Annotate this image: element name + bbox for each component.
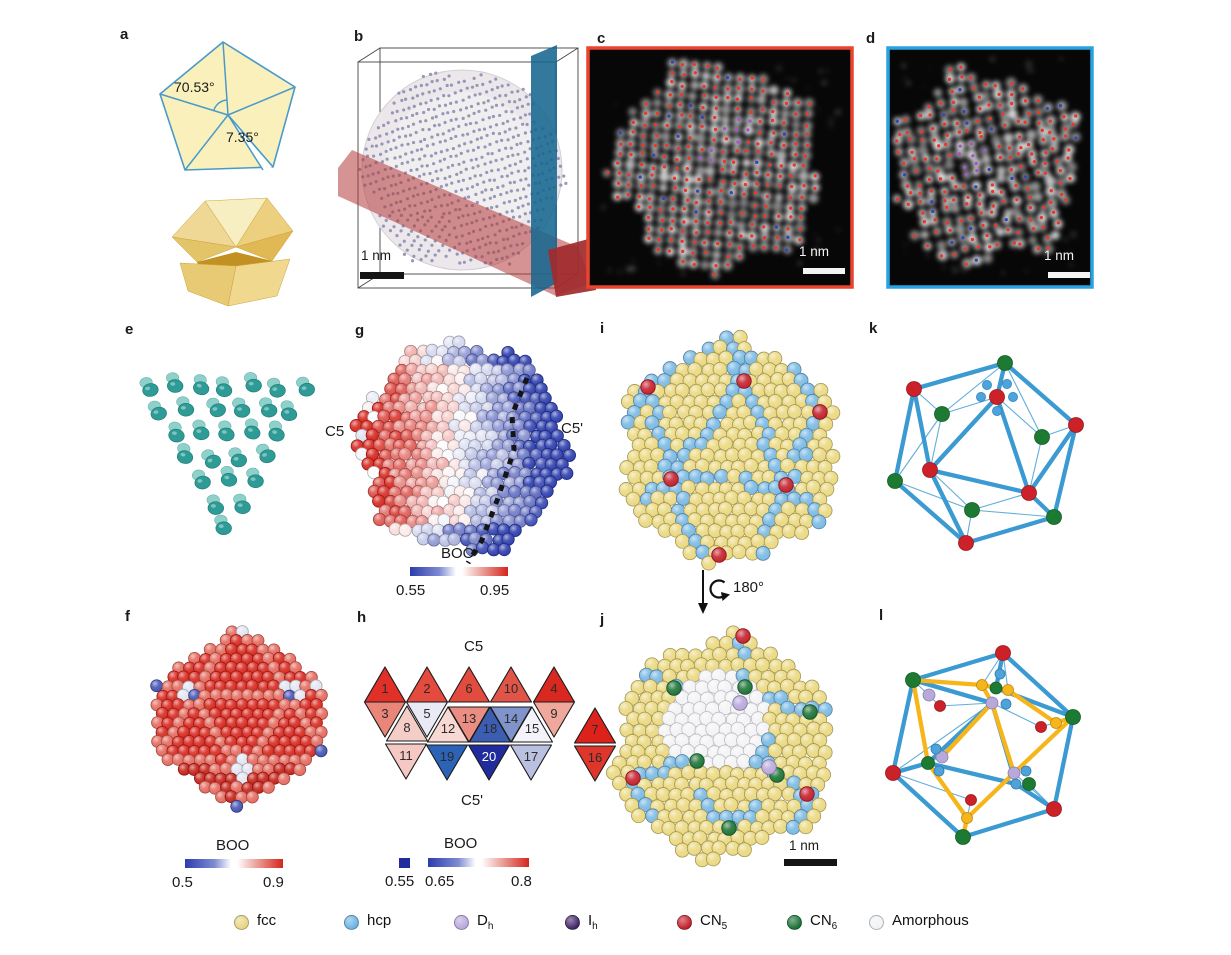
legend-item-fcc: fcc bbox=[234, 912, 276, 932]
legend-item-amorphous: Amorphous bbox=[869, 912, 969, 932]
colorbar-f-title: BOO bbox=[216, 837, 250, 854]
hcp-color-dot bbox=[344, 914, 359, 930]
net-c5-prime-label: C5' bbox=[461, 792, 484, 809]
cn5-color-dot bbox=[677, 914, 692, 930]
panel-b-tomogram bbox=[338, 45, 596, 297]
colorbar-h bbox=[428, 858, 529, 867]
amorphous-color-dot bbox=[869, 914, 884, 930]
svg-text:3: 3 bbox=[381, 706, 388, 721]
colorbar-h-min: 0.65 bbox=[425, 873, 455, 890]
legend-dh-label: D bbox=[477, 912, 488, 929]
panel-d-label: d bbox=[866, 30, 876, 47]
panel-d-micrograph bbox=[886, 46, 1094, 289]
panel-a-label: a bbox=[120, 26, 129, 43]
panel-c-micrograph bbox=[586, 46, 854, 289]
panel-c-label: c bbox=[597, 30, 606, 47]
svg-text:19: 19 bbox=[440, 749, 454, 764]
legend-item-dh: Dh bbox=[454, 912, 493, 932]
svg-text:17: 17 bbox=[524, 749, 538, 764]
legend-cn5-label: CN bbox=[700, 912, 722, 929]
rotation-annotation bbox=[698, 570, 730, 614]
svg-text:10: 10 bbox=[504, 681, 518, 696]
colorbar-f bbox=[185, 859, 283, 868]
scalebar-d-label: 1 nm bbox=[1044, 248, 1075, 263]
legend-hcp-label: hcp bbox=[367, 912, 392, 929]
colorbar-f-min: 0.5 bbox=[172, 874, 193, 891]
panel-f-label: f bbox=[125, 608, 130, 625]
panel-b-label: b bbox=[354, 28, 364, 45]
legend-amorphous-label: Amorphous bbox=[892, 912, 969, 929]
svg-text:8: 8 bbox=[403, 720, 410, 735]
panel-k-vertex-graph bbox=[887, 355, 1084, 551]
svg-text:7: 7 bbox=[591, 722, 598, 737]
colorbar-g-min: 0.55 bbox=[396, 582, 426, 599]
axis-c5-prime-label: C5' bbox=[561, 420, 584, 437]
pentagon-angle-large: 70.53° bbox=[174, 79, 215, 95]
net-c5-label: C5 bbox=[464, 638, 484, 655]
colorbar-g bbox=[410, 567, 508, 576]
panel-k-label: k bbox=[869, 320, 878, 337]
colorbar-h-max: 0.8 bbox=[511, 873, 532, 890]
svg-text:9: 9 bbox=[550, 706, 557, 721]
panel-f-ideal-icosahedron bbox=[150, 625, 328, 813]
svg-text:6: 6 bbox=[465, 681, 472, 696]
scalebar-d bbox=[1048, 272, 1090, 278]
colorbar-h-title: BOO bbox=[444, 835, 478, 852]
scalebar-b-label: 1 nm bbox=[361, 248, 392, 263]
svg-text:2: 2 bbox=[423, 681, 430, 696]
panel-l-vertex-graph bbox=[885, 645, 1081, 845]
ih-color-dot bbox=[565, 914, 580, 930]
panel-g-boo-particle bbox=[349, 335, 576, 565]
legend-fcc-label: fcc bbox=[257, 912, 277, 929]
legend-item-hcp: hcp bbox=[344, 912, 391, 932]
pentagon-angle-small: 7.35° bbox=[226, 129, 259, 145]
colorbar-g-max: 0.95 bbox=[480, 582, 510, 599]
legend-ih-label: I bbox=[588, 912, 593, 929]
panel-e-density-blobs bbox=[139, 372, 315, 536]
svg-text:1: 1 bbox=[381, 681, 388, 696]
svg-text:5: 5 bbox=[423, 706, 430, 721]
svg-text:4: 4 bbox=[550, 681, 557, 696]
panel-j-label: j bbox=[600, 611, 605, 628]
panel-l-label: l bbox=[879, 607, 884, 624]
panel-h-label: h bbox=[357, 609, 367, 626]
panel-g-label: g bbox=[355, 322, 365, 339]
svg-text:12: 12 bbox=[441, 721, 455, 736]
rotation-angle-label: 180° bbox=[733, 579, 765, 596]
legend-cn6-label: CN bbox=[810, 912, 832, 929]
legend-item-cn5: CN5 bbox=[677, 912, 727, 932]
colorbar-f-max: 0.9 bbox=[263, 874, 284, 891]
panel-a-pentagon-diagram bbox=[159, 41, 296, 171]
scalebar-b bbox=[360, 272, 404, 279]
svg-text:14: 14 bbox=[504, 711, 518, 726]
svg-text:11: 11 bbox=[399, 748, 413, 763]
scalebar-c bbox=[803, 268, 845, 274]
legend-item-ih: Ih bbox=[565, 912, 598, 932]
scalebar-j-label: 1 nm bbox=[789, 838, 820, 853]
panel-e-label: e bbox=[125, 321, 134, 338]
scalebar-j bbox=[784, 859, 837, 866]
cn6-color-dot bbox=[787, 914, 802, 930]
svg-text:18: 18 bbox=[483, 721, 497, 736]
legend-item-cn6: CN6 bbox=[787, 912, 837, 932]
colorbar-h-outlier: 0.55 bbox=[385, 873, 415, 890]
fcc-color-dot bbox=[234, 914, 249, 930]
panel-i-phase-particle bbox=[618, 329, 841, 571]
svg-text:15: 15 bbox=[525, 721, 539, 736]
svg-text:13: 13 bbox=[462, 711, 476, 726]
svg-text:16: 16 bbox=[588, 750, 602, 765]
colorbar-h-outlier-swatch bbox=[399, 858, 410, 868]
axis-c5-label: C5 bbox=[325, 423, 345, 440]
colorbar-g-title: BOO bbox=[441, 545, 475, 562]
panel-a-gold-solid bbox=[171, 197, 294, 307]
panel-i-label: i bbox=[600, 320, 605, 337]
scalebar-c-label: 1 nm bbox=[799, 244, 830, 259]
svg-text:20: 20 bbox=[482, 749, 496, 764]
panel-j-phase-particle bbox=[605, 625, 834, 868]
dh-color-dot bbox=[454, 914, 469, 930]
